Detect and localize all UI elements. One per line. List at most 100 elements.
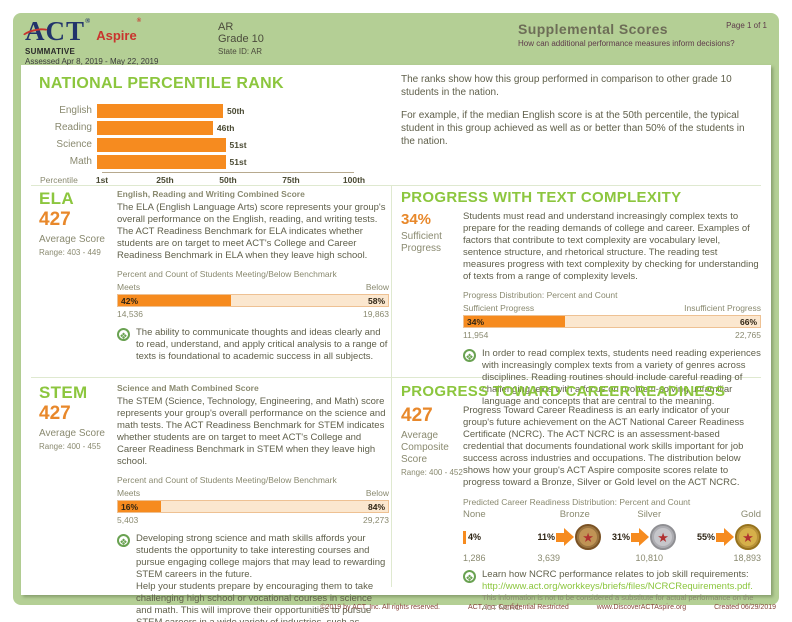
ela-meets-segment: 42%	[118, 295, 232, 307]
npr-axis-label: Percentile	[40, 175, 78, 185]
aspire-logo: Aspire®	[96, 18, 142, 43]
npr-value: 46th	[216, 122, 235, 133]
assessed-dates: Assessed Apr 8, 2019 - May 22, 2019	[25, 57, 159, 66]
arrow-right-icon	[631, 528, 650, 547]
stem-meets-label: Meets	[117, 488, 141, 499]
npr-tick: 100th	[342, 175, 366, 185]
sufficient-progress-label: Sufficient Progress	[463, 303, 535, 314]
level-gold-pct: 55%	[696, 532, 715, 543]
npr-label: English	[59, 105, 92, 116]
ela-below-segment: 58%	[367, 295, 385, 306]
npr-description: The ranks show how this group performed …	[401, 73, 753, 158]
npr-value: 51st	[229, 156, 247, 167]
stem-score: 427	[39, 403, 71, 424]
level-bronze: Bronze 11% ★ 3,639	[538, 509, 613, 563]
career-score-label: Average Composite Score	[401, 430, 449, 465]
level-gold-count: 18,893	[733, 553, 761, 564]
career-score-block: 427 Average Composite Score Range: 400 -…	[401, 405, 463, 612]
level-gold: Gold 55% ★ 18,893	[687, 509, 761, 564]
npr-description-2: For example, if the median English score…	[401, 110, 745, 147]
stem-body: The STEM (Science, Technology, Engineeri…	[117, 396, 386, 468]
stem-section: STEM 427 Average Score Range: 400 - 455 …	[39, 383, 389, 622]
compass-icon: ❖	[117, 534, 130, 548]
report-title-block: Supplemental Scores How can additional p…	[518, 21, 735, 48]
level-none: None 4% 1,286	[463, 509, 538, 563]
stem-score-block: STEM 427 Average Score Range: 400 - 455	[39, 383, 117, 622]
npr-row-reading: Reading 46th	[39, 119, 391, 136]
ela-note: ❖ The ability to communicate thoughts an…	[117, 327, 389, 363]
npr-row-math: Math 51st	[39, 153, 391, 170]
insufficient-progress-label: Insufficient Progress	[684, 303, 761, 314]
career-body: Progress Toward Career Readiness is an e…	[463, 405, 744, 489]
text-complexity-note: ❖ In order to read complex texts, studen…	[463, 348, 761, 407]
career-levels: None 4% 1,286 Bronze 11%	[463, 509, 761, 563]
text-complexity-pct: 34%	[401, 211, 432, 228]
level-none-pct: 4%	[468, 532, 482, 543]
stem-below-label: Below	[365, 488, 389, 499]
insufficient-count: 22,765	[735, 330, 761, 341]
stem-below-segment: 84%	[367, 501, 385, 512]
compass-icon: ❖	[463, 570, 476, 584]
ncrc-requirements-link[interactable]: http://www.act.org/workkeys/briefs/files…	[482, 581, 753, 593]
npr-bar	[97, 103, 223, 118]
career-disclaimer: This information is not to be considered…	[482, 593, 754, 612]
arrow-right-icon	[556, 528, 575, 547]
org-name: AR	[218, 21, 234, 33]
divider-mid	[31, 377, 761, 378]
stem-title: STEM	[39, 383, 88, 402]
sufficient-count: 11,954	[463, 330, 489, 341]
npr-description-1: The ranks show how this group performed …	[401, 74, 732, 98]
career-note-text: Learn how NCRC performance relates to jo…	[482, 569, 749, 581]
npr-chart: English 50th Reading 46th Science 51st M…	[39, 102, 391, 186]
stem-below-count: 29,273	[363, 515, 389, 526]
report-title: Supplemental Scores	[518, 21, 668, 37]
national-percentile-section: NATIONAL PERCENTILE RANK English 50th Re…	[39, 75, 391, 186]
compass-icon: ❖	[117, 328, 130, 342]
ela-meets-count: 14,536	[117, 309, 143, 320]
footer-copyright: ©2019 by ACT, Inc. All rights reserved.	[320, 604, 440, 611]
ela-title: ELA	[39, 189, 74, 208]
stem-note-text-1: Developing strong science and math skill…	[136, 533, 386, 580]
text-complexity-title: PROGRESS WITH TEXT COMPLEXITY	[401, 189, 682, 206]
npr-tick: 50th	[219, 175, 237, 185]
level-none-count: 1,286	[463, 553, 486, 564]
summative-label: SUMMATIVE	[25, 47, 76, 56]
level-silver: Silver 31% ★ 10,810	[612, 509, 687, 563]
career-title: PROGRESS TOWARD CAREER READINESS	[401, 383, 726, 400]
npr-bar	[97, 120, 213, 135]
footer-confidential: ACT, Inc. Confidential Restricted	[468, 604, 569, 611]
report-identity: AR Grade 10 State ID: AR	[218, 21, 264, 56]
ela-range: Range: 403 - 449	[39, 248, 101, 257]
arrow-right-icon	[716, 528, 734, 547]
ela-meets-label: Meets	[117, 282, 141, 293]
npr-tick: 25th	[156, 175, 174, 185]
stem-meets-segment: 16%	[118, 501, 162, 513]
career-range: Range: 400 - 452	[401, 468, 463, 477]
compass-icon: ❖	[463, 349, 476, 363]
level-bronze-count: 3,639	[537, 553, 561, 564]
gold-medal-icon: ★	[735, 524, 761, 551]
ela-note-text: The ability to communicate thoughts and …	[136, 327, 388, 363]
level-gold-label: Gold	[740, 509, 761, 521]
text-complexity-pct-block: 34% Sufficient Progress	[401, 211, 463, 408]
insufficient-segment: 66%	[739, 316, 757, 327]
text-complexity-note-text: In order to read complex texts, students…	[482, 348, 761, 407]
stem-range: Range: 400 - 455	[39, 442, 101, 451]
divider-columns	[391, 185, 392, 587]
sufficient-segment: 34%	[464, 316, 565, 328]
career-dist-header: Predicted Career Readiness Distribution:…	[463, 497, 691, 508]
level-bronze-label: Bronze	[559, 509, 590, 521]
level-none-label: None	[463, 509, 486, 521]
footer-created-date: Created 06/29/2019	[714, 604, 776, 611]
npr-bar	[97, 137, 226, 152]
ela-bar-header: Percent and Count of Students Meeting/Be…	[117, 269, 337, 280]
act-aspire-logo: ACT®Aspire® SUMMATIVE Assessed Apr 8, 20…	[20, 18, 159, 66]
ela-score: 427	[39, 209, 71, 230]
report-subtitle: How can additional performance measures …	[518, 39, 735, 48]
npr-value: 51st	[229, 139, 247, 150]
page-number: Page 1 of 1	[726, 21, 767, 30]
npr-bar	[97, 154, 226, 169]
npr-tick: 1st	[95, 175, 109, 185]
stem-score-label: Average Score	[39, 428, 105, 439]
